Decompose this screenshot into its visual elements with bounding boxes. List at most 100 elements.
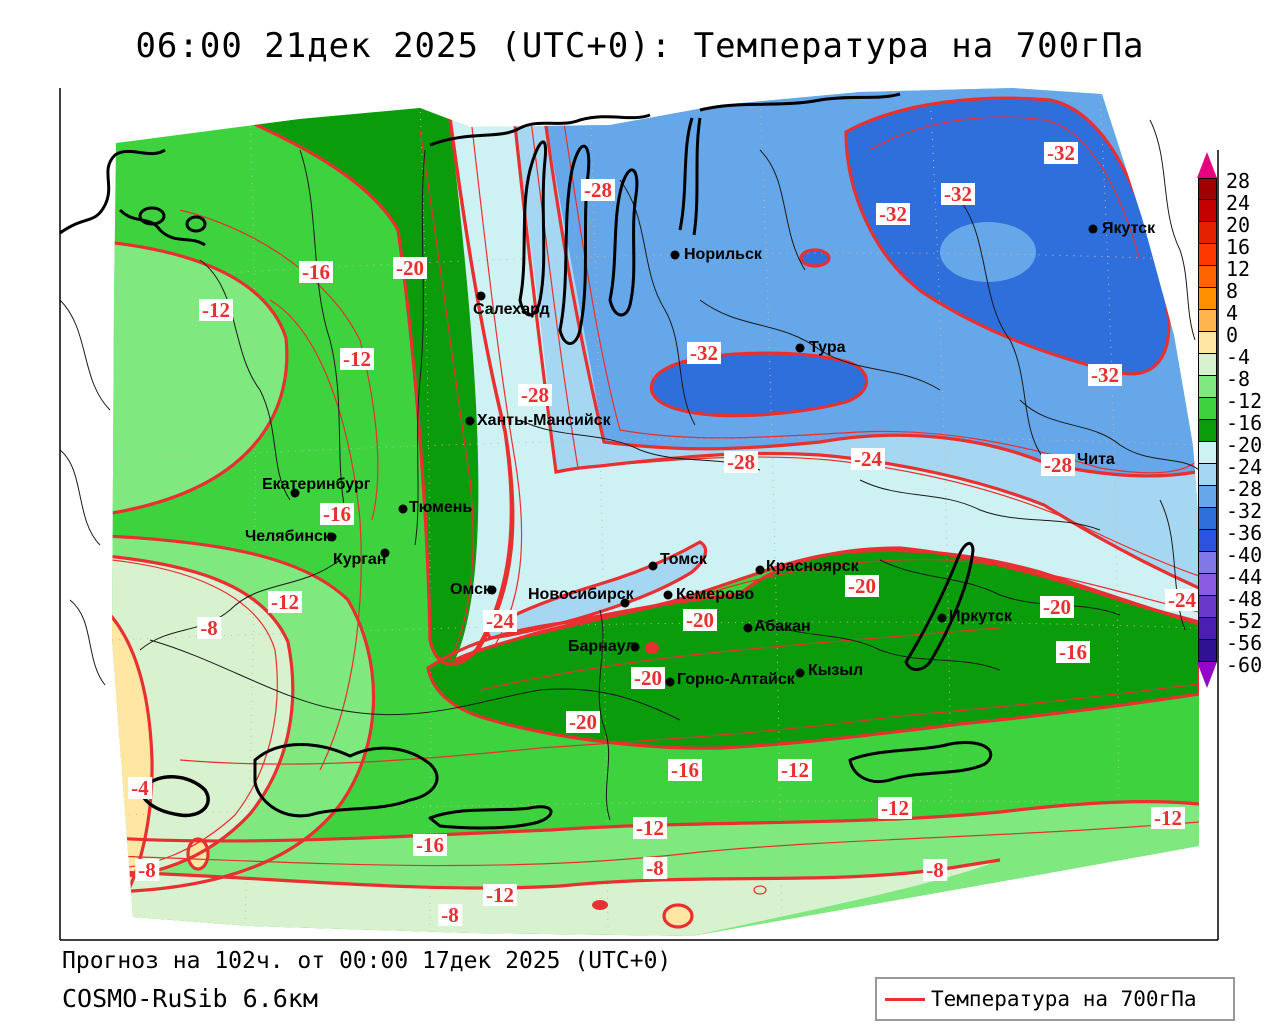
contour-label: -12 xyxy=(878,797,912,819)
contour-label: -32 xyxy=(1088,364,1122,386)
city-label: Омск xyxy=(450,581,491,598)
contour-label: -16 xyxy=(413,834,447,856)
colorbar-cell xyxy=(1198,266,1217,288)
plot-frame xyxy=(59,88,1219,941)
city-label: Екатеринбург xyxy=(262,476,371,493)
contour-label: -8 xyxy=(923,859,947,881)
admin-borders xyxy=(59,119,1200,821)
contour-label: -12 xyxy=(633,817,667,839)
contour-label: -16 xyxy=(668,759,702,781)
colorbar-over-triangle xyxy=(1197,152,1217,178)
city-label: Барнаул xyxy=(568,638,636,655)
contour-line-sample-icon xyxy=(885,997,925,1001)
contour-label: -20 xyxy=(1040,596,1074,618)
contour-label: -24 xyxy=(1165,589,1199,611)
city-label: Норильск xyxy=(684,246,762,263)
city-label: Новосибирск xyxy=(528,586,634,603)
colorbar-tick: -32 xyxy=(1226,499,1263,523)
city-label: Тура xyxy=(809,339,846,356)
colorbar-cell xyxy=(1198,596,1217,618)
colorbar-tick: 12 xyxy=(1226,257,1251,281)
city-label: Курган xyxy=(333,551,387,568)
contour-label: -32 xyxy=(876,203,910,225)
colorbar-tick: -4 xyxy=(1226,345,1251,369)
forecast-info-line: Прогноз на 102ч. от 00:00 17дек 2025 (UT… xyxy=(62,948,672,974)
city-label: Томск xyxy=(660,551,707,568)
colorbar-cell xyxy=(1198,552,1217,574)
city-label: Челябинск xyxy=(245,528,331,545)
legend-box: Температура на 700гПа xyxy=(875,977,1235,1021)
colorbar-tick: 4 xyxy=(1226,301,1239,325)
legend-label: Температура на 700гПа xyxy=(931,987,1197,1011)
contour-label: -12 xyxy=(199,299,233,321)
contour-label: -28 xyxy=(1041,454,1075,476)
thick-contour-lines xyxy=(112,95,1199,929)
page-title: 06:00 21дек 2025 (UTC+0): Температура на… xyxy=(135,26,1145,66)
colorbar-tick: -12 xyxy=(1226,389,1263,413)
colorbar-tick: -56 xyxy=(1226,631,1263,655)
colorbar-cell xyxy=(1198,200,1217,222)
contour-label: -28 xyxy=(724,451,758,473)
colorbar-cell xyxy=(1198,310,1217,332)
colorbar-tick: 24 xyxy=(1226,191,1251,215)
colorbar-cell xyxy=(1198,486,1217,508)
contour-label: -12 xyxy=(340,348,374,370)
contour-label: -16 xyxy=(320,503,354,525)
city-label: Абакан xyxy=(754,618,811,635)
city-label: Салехард xyxy=(473,301,550,318)
contour-label: -12 xyxy=(778,759,812,781)
contour-label: -32 xyxy=(941,183,975,205)
city-label: Горно-Алтайск xyxy=(677,671,795,688)
colorbar-tick: -16 xyxy=(1226,411,1263,435)
city-label: Кызыл xyxy=(808,662,864,679)
contour-label: -28 xyxy=(581,179,615,201)
contour-label: -24 xyxy=(851,448,885,470)
colorbar-tick: 16 xyxy=(1226,235,1251,259)
contour-label: -24 xyxy=(483,610,517,632)
contour-label: -16 xyxy=(299,261,333,283)
contour-label: -28 xyxy=(518,384,552,406)
colorbar-cell xyxy=(1198,442,1217,464)
colorbar-cell xyxy=(1198,574,1217,596)
colorbar-cell xyxy=(1198,376,1217,398)
colorbar-tick: -44 xyxy=(1226,565,1263,589)
colorbar-cell xyxy=(1198,530,1217,552)
colorbar-tick: -8 xyxy=(1226,367,1251,391)
contour-label: -8 xyxy=(197,617,221,639)
contour-label: -20 xyxy=(683,609,717,631)
contour-label: -20 xyxy=(631,667,665,689)
colorbar-tick: 8 xyxy=(1226,279,1239,303)
contour-label: -8 xyxy=(135,859,159,881)
colorbar-cell xyxy=(1198,420,1217,442)
colorbar-cell xyxy=(1198,222,1217,244)
contour-label: -12 xyxy=(1151,807,1185,829)
city-label: Чита xyxy=(1077,451,1115,468)
city-label: Якутск xyxy=(1102,220,1156,237)
colorbar-tick: -60 xyxy=(1226,653,1263,677)
city-label: Кемерово xyxy=(676,586,755,603)
colorbar-tick: -36 xyxy=(1226,521,1263,545)
model-info-line: COSMO-RuSib 6.6км xyxy=(62,984,318,1013)
colorbar-cell xyxy=(1198,244,1217,266)
contour-label: -12 xyxy=(483,884,517,906)
colorbar-cell xyxy=(1198,464,1217,486)
city-label: Иркутск xyxy=(949,608,1012,625)
colorbar-tick: -40 xyxy=(1226,543,1263,567)
contour-label: -20 xyxy=(393,257,427,279)
coastlines xyxy=(59,92,993,830)
contour-label: -20 xyxy=(845,575,879,597)
graticule xyxy=(112,89,1199,931)
colorbar-cell xyxy=(1198,508,1217,530)
colorbar-cell xyxy=(1198,288,1217,310)
colorbar-tick: 20 xyxy=(1226,213,1251,237)
colorbar-cell xyxy=(1198,618,1217,640)
colorbar-cell xyxy=(1198,398,1217,420)
colorbar-cell xyxy=(1198,332,1217,354)
contour-label: -32 xyxy=(1044,142,1078,164)
contour-label: -12 xyxy=(268,591,302,613)
contour-label: -8 xyxy=(438,904,462,926)
colorbar-tick: -24 xyxy=(1226,455,1263,479)
contour-label: -32 xyxy=(687,342,721,364)
